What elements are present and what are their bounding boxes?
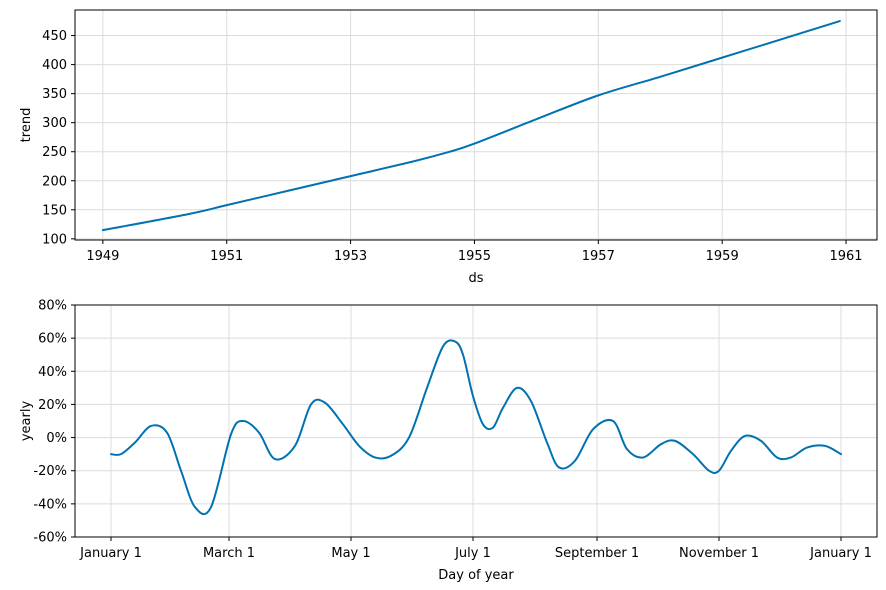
yearly-x-tick-label: September 1 — [555, 546, 639, 561]
trend-x-tick-label: 1959 — [706, 249, 739, 264]
trend-x-tick-label: 1949 — [86, 249, 119, 264]
yearly-x-tick-label: March 1 — [203, 546, 255, 561]
yearly-series-line — [110, 339, 842, 516]
yearly-y-axis-label: yearly — [19, 401, 34, 442]
yearly-series-layer — [110, 339, 842, 516]
yearly-x-tick-label: July 1 — [454, 546, 491, 561]
trend-x-tick-label: 1957 — [582, 249, 615, 264]
trend-y-tick-label: 250 — [42, 145, 67, 160]
yearly-x-axis-label: Day of year — [438, 568, 514, 583]
yearly-y-tick-label: 60% — [38, 332, 67, 347]
yearly-y-tick-label: 40% — [38, 365, 67, 380]
trend-y-tick-label: 100 — [42, 232, 67, 247]
yearly-plot-frame — [74, 304, 878, 538]
trend-grid — [75, 10, 877, 240]
yearly-y-tick-label: 80% — [38, 299, 67, 314]
trend-y-tick-label: 350 — [42, 87, 67, 102]
trend-x-tick-label: 1961 — [829, 249, 862, 264]
trend-x-tick-label: 1951 — [210, 249, 243, 264]
trend-plot-frame — [74, 9, 878, 241]
trend-y-tick-label: 400 — [42, 58, 67, 73]
trend-x-tick-label: 1955 — [458, 249, 491, 264]
yearly-x-tick-label: November 1 — [679, 546, 759, 561]
yearly-x-tick-label: May 1 — [331, 546, 370, 561]
yearly-y-tick-label: 0% — [46, 431, 67, 446]
trend-panel: 1949 1951 1953 1955 1957 1959 1961 100 150 200 250… — [19, 9, 878, 286]
trend-ticks: 1949 1951 1953 1955 1957 1959 1961 100 150 200 250… — [42, 29, 862, 264]
yearly-y-tick-label: -40% — [33, 497, 67, 512]
yearly-y-tick-label: -20% — [33, 464, 67, 479]
yearly-ticks: January 1 March 1 May 1 July 1 September 1 No… — [33, 299, 871, 562]
trend-y-tick-label: 200 — [42, 174, 67, 189]
yearly-x-tick-label: January 1 — [79, 546, 142, 561]
trend-y-axis-label: trend — [19, 108, 34, 143]
yearly-x-tick-label: January 1 — [809, 546, 872, 561]
trend-x-tick-label: 1953 — [334, 249, 367, 264]
trend-y-tick-label: 450 — [42, 29, 67, 44]
yearly-y-tick-label: 20% — [38, 398, 67, 413]
trend-y-tick-label: 300 — [42, 116, 67, 131]
trend-y-tick-label: 150 — [42, 203, 67, 218]
yearly-grid — [75, 304, 877, 538]
trend-x-axis-label: ds — [468, 271, 483, 286]
trend-series-layer — [101, 20, 841, 232]
yearly-panel: January 1 March 1 May 1 July 1 September 1 No… — [19, 299, 878, 583]
trend-series-line — [101, 20, 841, 232]
yearly-y-tick-label: -60% — [33, 531, 67, 546]
